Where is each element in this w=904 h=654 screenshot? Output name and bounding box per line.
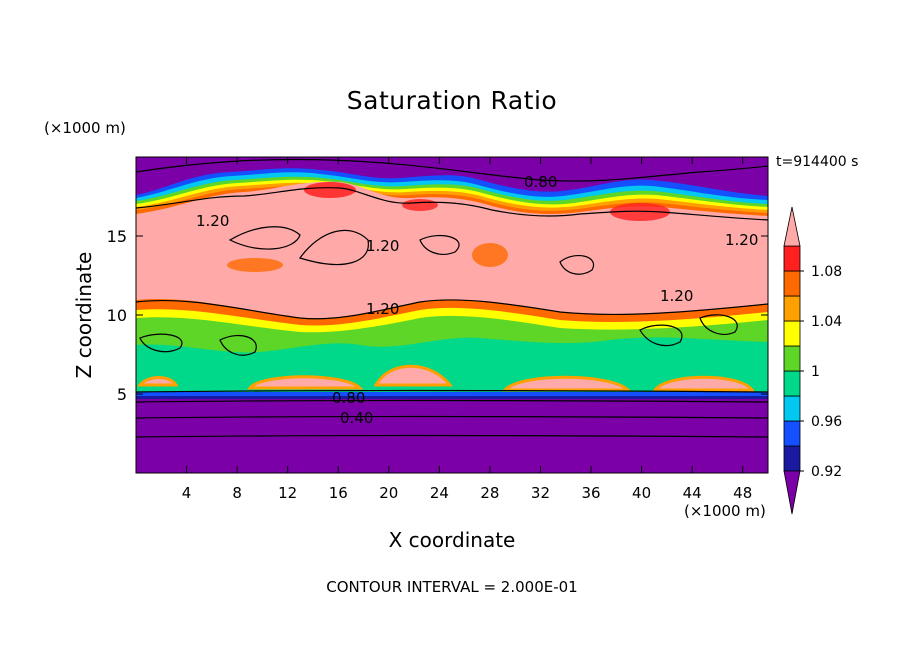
contour-line: [299, 229, 369, 266]
colorbar-segment: [783, 370, 801, 397]
red-blob: [610, 203, 670, 221]
red-blob: [472, 243, 508, 267]
colorbar-segment: [783, 445, 801, 472]
contour-line: [136, 158, 768, 182]
colorbar-segment: [783, 420, 801, 447]
contour-line: [228, 226, 301, 250]
x-tick-label: 48: [733, 484, 752, 502]
colorbar-label: 0.92: [811, 464, 842, 480]
pink-lens: [651, 375, 755, 392]
y-tick-label: 15: [107, 227, 127, 246]
y-tick-label: 5: [117, 385, 127, 404]
field-blue-base: [136, 392, 768, 396]
contour-label-group: 0.80 1.20 1.20 1.20 1.20 1.20 0.80 0.40: [196, 173, 758, 427]
contour-label: 1.20: [366, 300, 399, 318]
contour-label: 1.20: [366, 237, 399, 255]
pink-lens: [246, 375, 364, 390]
x-tick-label: 24: [430, 484, 449, 502]
colorbar-segment: [783, 270, 801, 297]
colorbar-label: 0.96: [811, 414, 842, 430]
colorbar-bottom-arrow: [783, 470, 801, 515]
colorbar-segment: [783, 295, 801, 322]
contour-line: [139, 333, 183, 353]
x-tick-label: 36: [581, 484, 600, 502]
colorbar-label: 1.08: [811, 264, 842, 280]
x-tick-label: 8: [232, 484, 242, 502]
x-tick-label: 20: [379, 484, 398, 502]
y-tick-label: 10: [107, 306, 127, 325]
contour-line: [219, 335, 257, 356]
colorbar-segment: [783, 320, 801, 347]
pink-lens: [501, 375, 632, 392]
contour-line: [136, 434, 768, 438]
colorbar-top-arrow: [783, 206, 801, 247]
field-pink-region: [136, 181, 768, 330]
contour-label: 0.40: [340, 409, 373, 427]
red-blob: [227, 258, 283, 272]
red-blob: [304, 182, 356, 198]
time-label: t=914400 s: [776, 154, 859, 170]
contour-line: [419, 234, 460, 255]
colorbar-label: 1: [811, 364, 820, 380]
x-tick-label: 12: [278, 484, 297, 502]
contour-lines: [136, 158, 768, 438]
heatmap-field: [136, 157, 768, 473]
y-axis: 5 10 15: [107, 227, 768, 404]
contour-line: [559, 254, 595, 275]
colorbar-segment: [783, 245, 801, 272]
colorbar-segment: [783, 345, 801, 372]
contour-line: [639, 324, 683, 347]
red-blob: [402, 199, 438, 211]
pink-lens: [136, 376, 179, 387]
z-axis-unit: (×1000 m): [44, 119, 126, 137]
x-tick-label: 4: [182, 484, 192, 502]
x-tick-label: 40: [632, 484, 651, 502]
contour-line: [136, 187, 768, 221]
contour-label: 1.20: [725, 231, 758, 249]
x-axis-unit: (×1000 m): [684, 502, 766, 520]
x-tick-label: 16: [329, 484, 348, 502]
contour-label: 1.20: [196, 212, 229, 230]
contour-line: [699, 314, 738, 335]
contour-label: 0.80: [524, 173, 557, 191]
contour-line: [136, 299, 768, 320]
contour-label: 1.20: [660, 287, 693, 305]
colorbar-segment: [783, 395, 801, 422]
colorbar-label: 1.04: [811, 314, 842, 330]
contour-label: 0.80: [332, 389, 365, 407]
x-axis: 4 8 12 16 20 24 28 32 36 40 44 48: [182, 157, 752, 502]
x-axis-label: X coordinate: [388, 528, 516, 552]
x-tick-label: 44: [683, 484, 702, 502]
contour-line: [136, 389, 768, 393]
x-tick-label: 28: [480, 484, 499, 502]
chart-title: Saturation Ratio: [346, 86, 558, 115]
x-tick-label: 32: [531, 484, 550, 502]
field-darkblue-base: [136, 396, 768, 399]
colorbar: 1.08 1.04 1 0.96 0.92: [783, 206, 842, 515]
contour-interval-label: CONTOUR INTERVAL = 2.000E-01: [326, 578, 578, 596]
contour-line: [136, 415, 768, 419]
contour-line: [136, 399, 768, 403]
pink-lens: [373, 364, 454, 387]
